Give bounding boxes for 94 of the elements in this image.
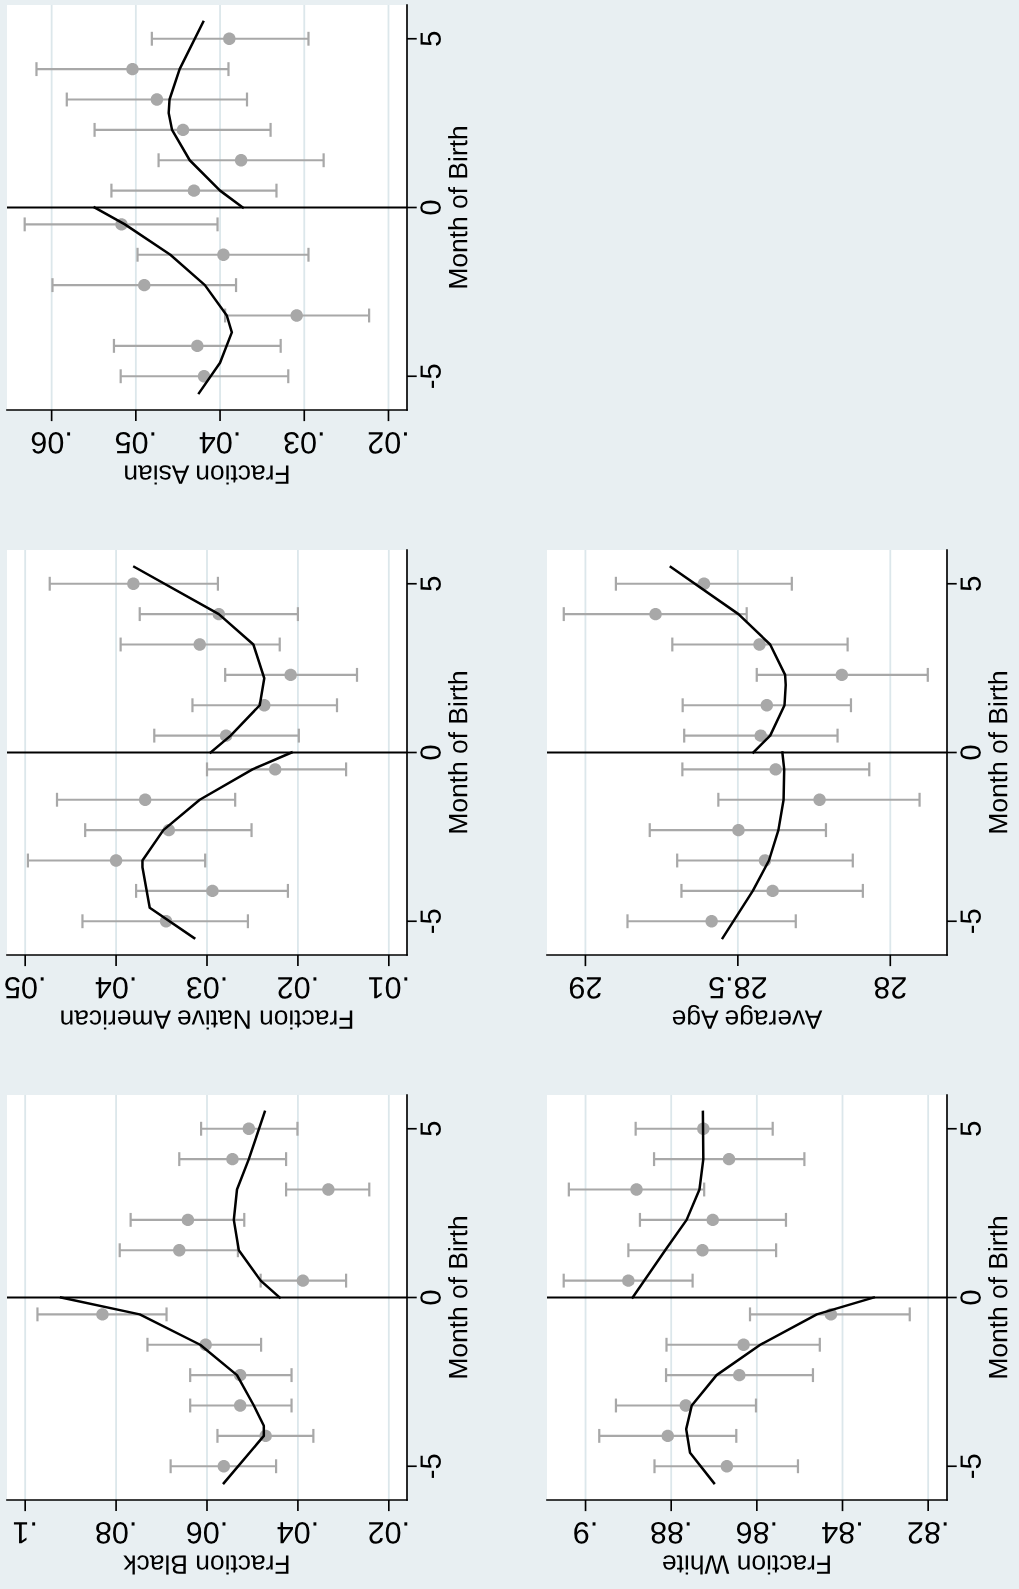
point bbox=[705, 915, 718, 928]
point bbox=[109, 854, 123, 867]
point bbox=[813, 793, 826, 806]
point bbox=[176, 123, 190, 137]
point bbox=[679, 1399, 692, 1412]
x-tick-label: .9 bbox=[574, 1522, 596, 1544]
y-tick-label: 5 bbox=[960, 576, 981, 591]
y-tick-label: -5 bbox=[960, 909, 981, 933]
y-tick-label: -5 bbox=[960, 1454, 981, 1478]
x-tick-label: .03 bbox=[284, 432, 323, 454]
y-tick-label: 5 bbox=[420, 1121, 441, 1136]
point bbox=[649, 607, 662, 621]
point bbox=[753, 638, 766, 651]
point bbox=[191, 339, 204, 353]
y-tick-label: 0 bbox=[420, 745, 441, 760]
point bbox=[661, 1429, 674, 1443]
y-tick-label: 0 bbox=[420, 200, 441, 215]
point bbox=[737, 1338, 750, 1351]
y-axis-title: Month of Birth bbox=[448, 1217, 468, 1378]
point bbox=[173, 1244, 186, 1257]
point bbox=[193, 638, 206, 651]
y-axis-title: Month of Birth bbox=[448, 672, 468, 833]
point bbox=[722, 1152, 736, 1166]
point bbox=[226, 1152, 239, 1166]
point bbox=[706, 1213, 719, 1227]
y-axis-title: Month of Birth bbox=[988, 1217, 1008, 1378]
x-tick-label: .04 bbox=[277, 1522, 317, 1544]
y-tick-label: 5 bbox=[420, 31, 441, 46]
x-tick-label: .06 bbox=[31, 432, 71, 454]
point bbox=[233, 1399, 247, 1412]
point bbox=[217, 1460, 231, 1473]
point bbox=[696, 1244, 709, 1257]
point bbox=[630, 1183, 643, 1196]
x-tick-label: .82 bbox=[908, 1522, 947, 1544]
x-axis-title: Fraction Black bbox=[123, 1555, 289, 1575]
point bbox=[138, 793, 152, 806]
point bbox=[732, 823, 745, 837]
point bbox=[187, 184, 201, 197]
x-axis-title: Average Age bbox=[672, 1005, 823, 1029]
point bbox=[769, 763, 782, 776]
y-tick-label: 0 bbox=[960, 1290, 981, 1305]
x-tick-label: .06 bbox=[187, 1522, 226, 1544]
x-tick-label: .1 bbox=[13, 1522, 36, 1544]
x-tick-label: 28.5 bbox=[709, 977, 767, 999]
x-tick-label: .88 bbox=[651, 1522, 690, 1544]
point bbox=[181, 1213, 195, 1227]
point bbox=[733, 1368, 746, 1382]
y-tick-label: -5 bbox=[420, 1454, 441, 1478]
point bbox=[284, 668, 297, 682]
x-axis-title: Fraction White bbox=[663, 1555, 830, 1575]
point bbox=[622, 1274, 635, 1287]
point bbox=[206, 884, 219, 898]
y-axis-title: Month of Birth bbox=[448, 127, 468, 288]
point bbox=[223, 32, 236, 45]
x-tick-label: .03 bbox=[187, 977, 226, 999]
point bbox=[268, 763, 282, 776]
point bbox=[322, 1183, 335, 1196]
x-tick-label: .84 bbox=[822, 1522, 861, 1544]
point bbox=[296, 1274, 310, 1287]
y-tick-label: -5 bbox=[420, 909, 441, 933]
x-axis-title: Fraction Native American bbox=[61, 1010, 353, 1030]
x-tick-label: .04 bbox=[95, 977, 135, 999]
point bbox=[150, 93, 164, 106]
point bbox=[217, 248, 230, 261]
point bbox=[126, 62, 139, 76]
point bbox=[234, 154, 248, 167]
point bbox=[720, 1460, 734, 1473]
x-tick-label: .86 bbox=[736, 1522, 776, 1544]
x-tick-label: .02 bbox=[278, 977, 317, 999]
x-tick-label: .08 bbox=[96, 1522, 135, 1544]
x-tick-label: 29 bbox=[569, 977, 601, 999]
y-tick-label: 5 bbox=[960, 1121, 981, 1136]
x-axis-title: Fraction Asian bbox=[125, 465, 289, 485]
y-axis-title: Month of Birth bbox=[988, 672, 1008, 833]
point bbox=[290, 309, 303, 322]
point bbox=[96, 1308, 109, 1321]
y-tick-label: 0 bbox=[420, 1290, 441, 1305]
point bbox=[835, 668, 849, 682]
point bbox=[766, 884, 779, 898]
point bbox=[760, 699, 774, 712]
x-tick-label: .04 bbox=[199, 432, 239, 454]
point bbox=[242, 1122, 256, 1135]
x-tick-label: 28 bbox=[874, 977, 906, 999]
x-tick-label: .02 bbox=[369, 1522, 408, 1544]
x-tick-label: .02 bbox=[368, 432, 407, 454]
y-tick-label: 0 bbox=[960, 745, 981, 760]
point bbox=[754, 729, 767, 742]
x-tick-label: .05 bbox=[115, 432, 155, 454]
point bbox=[138, 278, 151, 292]
y-tick-label: -5 bbox=[420, 364, 441, 388]
point bbox=[127, 577, 140, 590]
x-tick-label: .05 bbox=[5, 977, 44, 999]
y-tick-label: 5 bbox=[420, 576, 441, 591]
x-tick-label: .01 bbox=[369, 977, 408, 999]
